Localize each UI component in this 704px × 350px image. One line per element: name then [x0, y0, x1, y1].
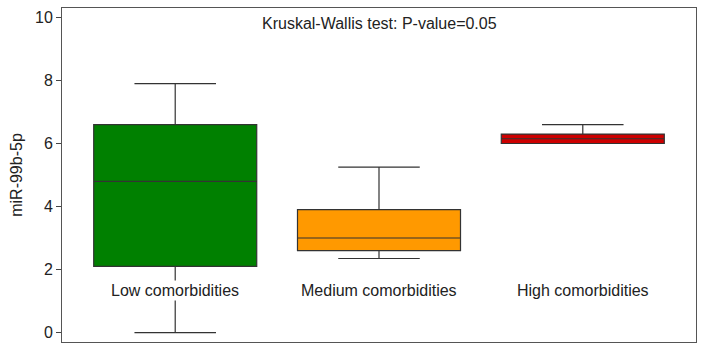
svg-text:Kruskal-Wallis test: P-value=0: Kruskal-Wallis test: P-value=0.05 [262, 15, 497, 32]
svg-text:10: 10 [35, 9, 53, 26]
svg-text:8: 8 [44, 72, 53, 89]
svg-text:4: 4 [44, 198, 53, 215]
svg-text:2: 2 [44, 261, 53, 278]
svg-text:0: 0 [44, 324, 53, 341]
svg-text:Low comorbidities: Low comorbidities [111, 282, 239, 299]
svg-text:High comorbidities: High comorbidities [517, 282, 649, 299]
svg-text:Medium comorbidities: Medium comorbidities [301, 282, 457, 299]
svg-text:miR-99b-5p: miR-99b-5p [8, 133, 25, 217]
svg-text:6: 6 [44, 135, 53, 152]
